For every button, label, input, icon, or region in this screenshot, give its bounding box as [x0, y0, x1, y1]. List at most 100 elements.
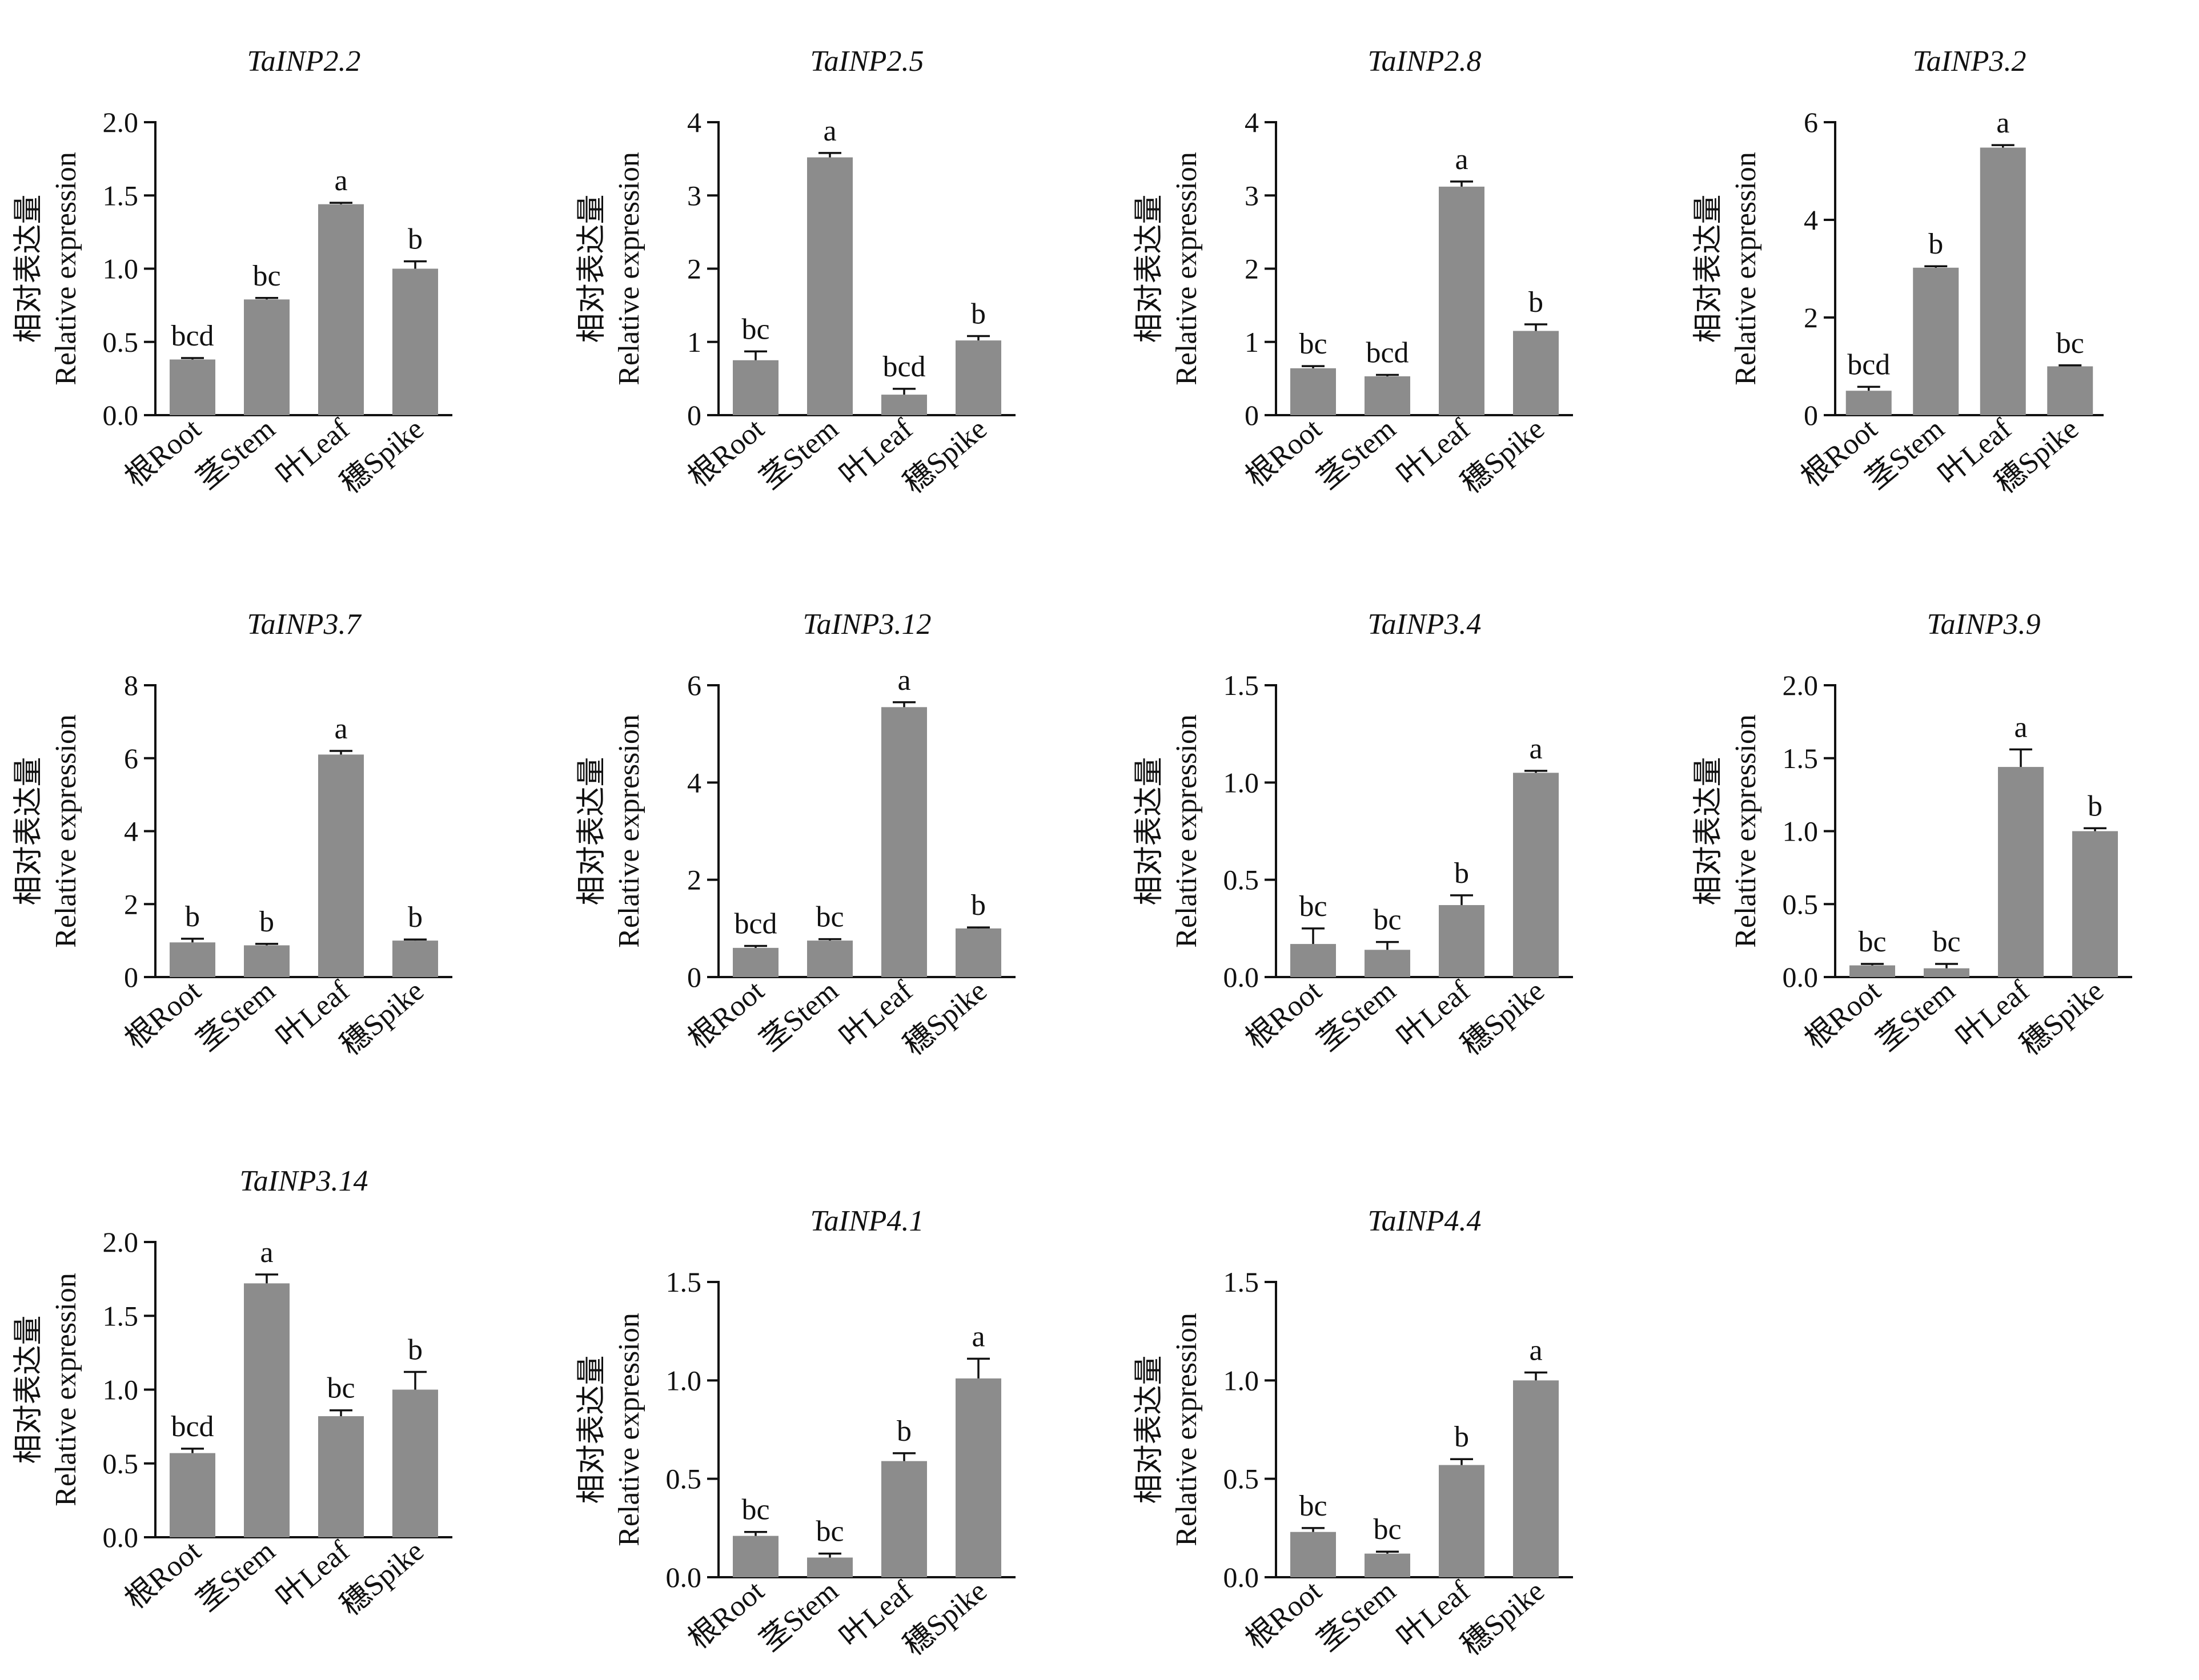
bar: [807, 1557, 853, 1577]
bar: [1845, 391, 1892, 415]
significance-letter: bcd: [882, 351, 925, 383]
y-tick-label: 2: [687, 864, 701, 896]
y-axis-label-cn: 相对表达量: [576, 757, 608, 905]
y-tick-label: 0: [1245, 399, 1259, 431]
significance-letter: b: [259, 906, 274, 938]
y-axis-label-en: Relative expression: [1170, 152, 1203, 385]
category-label: 茎Stem: [1311, 1575, 1402, 1658]
chart-title: TaINP4.1: [810, 1205, 924, 1237]
category-label: 穗Spike: [897, 975, 993, 1062]
y-tick-label: 1.5: [1223, 1266, 1259, 1298]
significance-letter: a: [1996, 107, 2009, 139]
y-axis-label-en: Relative expression: [1170, 714, 1203, 948]
significance-letter: bcd: [1366, 336, 1409, 369]
y-tick-label: 1.0: [103, 1374, 139, 1406]
y-tick-label: 6: [687, 669, 701, 701]
bar: [1365, 376, 1410, 415]
significance-letter: bcd: [171, 320, 214, 352]
y-axis-label-en: Relative expression: [50, 1273, 82, 1506]
category-label: 穗Spike: [1455, 413, 1551, 500]
y-tick-label: 1.5: [103, 179, 139, 211]
y-axis-label-cn: 相对表达量: [13, 757, 45, 905]
bar: [318, 204, 364, 415]
y-tick-label: 0.0: [1223, 1561, 1259, 1593]
y-tick-label: 3: [687, 179, 701, 211]
category-label: 穗Spike: [897, 413, 993, 500]
bar: [1439, 1465, 1484, 1577]
y-axis-label-en: Relative expression: [1729, 152, 1762, 385]
y-tick-label: 4: [687, 766, 701, 798]
significance-letter: b: [1928, 228, 1943, 260]
y-axis-label-en: Relative expression: [50, 152, 82, 385]
bar: [170, 359, 215, 415]
category-label: 穗Spike: [334, 413, 430, 500]
significance-letter: a: [1529, 1335, 1542, 1367]
bar: [392, 268, 438, 415]
y-tick-label: 2.0: [103, 1226, 139, 1258]
significance-letter: b: [185, 901, 200, 933]
y-tick-label: 4: [687, 106, 701, 138]
bar: [1513, 1380, 1559, 1577]
chart-panel: TaINP4.4 0.0 0.5 1.0 1.5 相对表达量 Relative expres…: [1133, 1205, 1573, 1662]
bar: [807, 157, 853, 415]
chart-title: TaINP3.2: [1913, 45, 2027, 78]
significance-letter: bcd: [171, 1410, 214, 1443]
significance-letter: b: [408, 223, 423, 256]
significance-letter: b: [971, 298, 986, 330]
y-axis-label-cn: 相对表达量: [1133, 1355, 1166, 1504]
y-axis-label-en: Relative expression: [613, 152, 645, 385]
y-tick-label: 6: [1804, 106, 1818, 138]
category-label: 茎Stem: [1871, 975, 1961, 1058]
bar: [733, 360, 779, 415]
significance-letter: a: [260, 1236, 273, 1269]
y-tick-label: 1.0: [1223, 766, 1259, 798]
chart-title: TaINP3.4: [1368, 608, 1482, 641]
significance-letter: bc: [1299, 328, 1327, 360]
bar: [1980, 147, 2026, 415]
y-axis-label-cn: 相对表达量: [1692, 757, 1725, 905]
y-tick-label: 2: [1245, 253, 1259, 285]
bar: [807, 941, 853, 977]
bar: [244, 299, 290, 415]
bar: [1290, 1532, 1336, 1577]
y-tick-label: 0.5: [1783, 888, 1819, 920]
category-label: 穗Spike: [897, 1575, 993, 1662]
category-label: 茎Stem: [1860, 413, 1951, 496]
bar: [1365, 950, 1410, 977]
bar: [956, 340, 1001, 415]
chart-title: TaINP2.8: [1368, 45, 1482, 78]
significance-letter: a: [972, 1320, 985, 1353]
category-label: 穗Spike: [334, 1535, 430, 1622]
chart-title: TaINP3.9: [1927, 608, 2041, 641]
y-tick-label: 0.5: [1223, 864, 1259, 896]
y-tick-label: 0.5: [666, 1463, 702, 1495]
significance-letter: a: [334, 164, 347, 197]
y-tick-label: 0.0: [103, 1521, 139, 1553]
chart-title: TaINP3.7: [247, 608, 362, 641]
bar: [1849, 965, 1895, 977]
bar: [318, 754, 364, 977]
category-label: 茎Stem: [191, 413, 281, 496]
y-tick-label: 0: [687, 399, 701, 431]
bar: [170, 1453, 215, 1537]
significance-letter: bcd: [1847, 348, 1890, 381]
bar: [1513, 331, 1559, 415]
y-axis-label-cn: 相对表达量: [1133, 757, 1166, 905]
y-axis-label-en: Relative expression: [50, 714, 82, 948]
y-tick-label: 8: [124, 669, 138, 701]
bar: [1998, 767, 2044, 977]
bar: [956, 1378, 1001, 1577]
bar: [1439, 186, 1484, 415]
bar: [881, 1461, 927, 1577]
y-axis-label-cn: 相对表达量: [576, 1355, 608, 1504]
significance-letter: b: [1528, 286, 1543, 319]
significance-letter: b: [408, 901, 423, 934]
chart-panel: TaINP3.14 0.0 0.5 1.0 1.5 2.0 相对表达量 Relative ex…: [13, 1165, 452, 1622]
significance-letter: a: [1529, 733, 1542, 765]
significance-letter: bc: [741, 1494, 769, 1526]
category-label: 茎Stem: [191, 1535, 281, 1618]
significance-letter: bcd: [734, 907, 777, 940]
